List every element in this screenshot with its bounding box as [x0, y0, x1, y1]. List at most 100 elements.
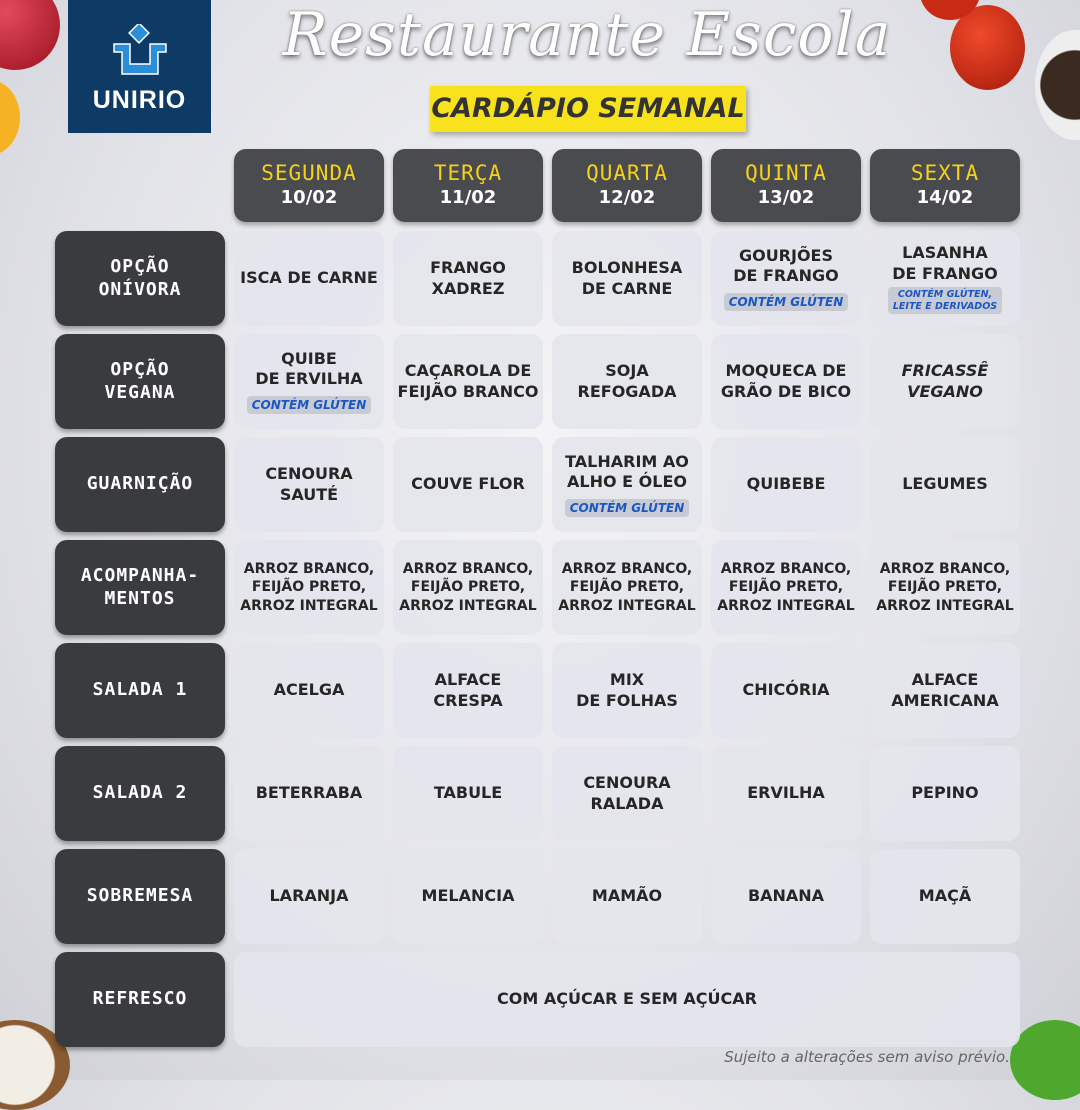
day-header: SEGUNDA 10/02 [234, 149, 384, 222]
day-name: QUARTA [586, 161, 668, 185]
day-header-row: SEGUNDA 10/02 TERÇA 11/02 QUARTA 12/02 QUINTA 1… [234, 149, 1020, 222]
dish-name: LEGUMES [902, 474, 988, 494]
dish-name: BOLONHESA DE CARNE [571, 257, 683, 298]
row-label: ACOMPANHA- MENTOS [55, 540, 225, 635]
menu-cell: ARROZ BRANCO, FEIJÃO PRETO, ARROZ INTEGR… [393, 540, 543, 635]
row-label: REFRESCO [55, 952, 225, 1047]
row-label: OPÇÃO ONÍVORA [55, 231, 225, 326]
dish-name: LARANJA [269, 886, 349, 906]
menu-cell: CENOURA SAUTÉ [234, 437, 384, 532]
row-label: GUARNIÇÃO [55, 437, 225, 532]
menu-cell: ARROZ BRANCO, FEIJÃO PRETO, ARROZ INTEGR… [552, 540, 702, 635]
menu-cell: MAMÃO [552, 849, 702, 944]
dish-name: QUIBE DE ERVILHA [255, 348, 363, 389]
apple-decoration [0, 0, 60, 70]
dish-name: ALFACE CRESPA [433, 669, 503, 710]
menu-cell: FRICASSÊ VEGANO [870, 334, 1020, 429]
menu-cell: COUVE FLOR [393, 437, 543, 532]
dish-name: COUVE FLOR [411, 474, 525, 494]
page-subtitle: CARDÁPIO SEMANAL [430, 86, 746, 132]
day-name: QUINTA [745, 161, 827, 185]
menu-cell: QUIBEBE [711, 437, 861, 532]
dish-name: LASANHA DE FRANGO [892, 242, 998, 283]
menu-cell: BANANA [711, 849, 861, 944]
dish-name: ARROZ BRANCO, FEIJÃO PRETO, ARROZ INTEGR… [558, 561, 696, 614]
menu-cell: QUIBE DE ERVILHA CONTÉM GLÚTEN [234, 334, 384, 429]
menu-cell: MIX DE FOLHAS [552, 643, 702, 738]
menu-cell: ACELGA [234, 643, 384, 738]
menu-cell: ALFACE CRESPA [393, 643, 543, 738]
menu-cell: ARROZ BRANCO, FEIJÃO PRETO, ARROZ INTEGR… [711, 540, 861, 635]
menu-cell: ARROZ BRANCO, FEIJÃO PRETO, ARROZ INTEGR… [234, 540, 384, 635]
dish-name: CHICÓRIA [742, 680, 830, 700]
menu-cell: MAÇÃ [870, 849, 1020, 944]
logo-text: UNIRIO [92, 86, 187, 114]
dish-name: SOJA REFOGADA [577, 360, 677, 401]
page-title: Restaurante Escola [282, 0, 892, 70]
dish-name: MIX DE FOLHAS [576, 669, 678, 710]
menu-cell: MOQUECA DE GRÃO DE BICO [711, 334, 861, 429]
menu-cell: ALFACE AMERICANA [870, 643, 1020, 738]
dish-name: MOQUECA DE GRÃO DE BICO [720, 360, 852, 401]
dish-name: ARROZ BRANCO, FEIJÃO PRETO, ARROZ INTEGR… [399, 561, 537, 614]
dish-name: ARROZ BRANCO, FEIJÃO PRETO, ARROZ INTEGR… [876, 561, 1014, 614]
menu-cell: BOLONHESA DE CARNE [552, 231, 702, 326]
disclaimer: Sujeito a alterações sem aviso prévio. [724, 1048, 1010, 1066]
allergen-note: CONTÉM GLÚTEN [723, 293, 849, 312]
day-header: QUINTA 13/02 [711, 149, 861, 222]
menu-cell: PEPINO [870, 746, 1020, 841]
day-name: SEGUNDA [261, 161, 357, 185]
day-date: 11/02 [439, 187, 497, 208]
menu-cell: LARANJA [234, 849, 384, 944]
tomato-decoration [950, 5, 1025, 90]
dish-name: MELANCIA [421, 886, 515, 906]
dish-name: ARROZ BRANCO, FEIJÃO PRETO, ARROZ INTEGR… [240, 561, 378, 614]
dish-name: ACELGA [273, 680, 345, 700]
row-label: SALADA 2 [55, 746, 225, 841]
dish-name: BANANA [747, 886, 825, 906]
dish-name: TABULE [433, 783, 503, 803]
unirio-emblem-icon [112, 24, 167, 75]
day-date: 10/02 [280, 187, 338, 208]
row-label: OPÇÃO VEGANA [55, 334, 225, 429]
dish-name: QUIBEBE [746, 474, 826, 494]
dish-name: COM AÇÚCAR E SEM AÇÚCAR [497, 989, 757, 1009]
menu-cell: COM AÇÚCAR E SEM AÇÚCAR [234, 952, 1020, 1047]
day-date: 13/02 [757, 187, 815, 208]
orange-decoration [0, 80, 20, 155]
dish-name: FRICASSÊ VEGANO [901, 360, 989, 401]
allergen-note: CONTÉM GLÚTEN [564, 499, 690, 518]
menu-cell: LASANHA DE FRANGO CONTÉM GLÚTEN, LEITE E … [870, 231, 1020, 326]
day-name: SEXTA [910, 161, 980, 185]
dish-name: CENOURA SAUTÉ [265, 463, 353, 504]
menu-cell: CHICÓRIA [711, 643, 861, 738]
menu-cell: TABULE [393, 746, 543, 841]
allergen-note: CONTÉM GLÚTEN [246, 396, 372, 415]
row-label: SOBREMESA [55, 849, 225, 944]
menu-cell: GOURJÕES DE FRANGO CONTÉM GLÚTEN [711, 231, 861, 326]
dish-name: MAMÃO [591, 886, 663, 906]
dish-name: ALFACE AMERICANA [891, 669, 999, 710]
allergen-note: CONTÉM GLÚTEN, LEITE E DERIVADOS [887, 287, 1003, 315]
day-header: SEXTA 14/02 [870, 149, 1020, 222]
dish-name: ISCA DE CARNE [240, 268, 378, 288]
day-name: TERÇA [433, 161, 503, 185]
menu-cell: MELANCIA [393, 849, 543, 944]
menu-cell: TALHARIM AO ALHO E ÓLEO CONTÉM GLÚTEN [552, 437, 702, 532]
day-header: TERÇA 11/02 [393, 149, 543, 222]
menu-cell: SOJA REFOGADA [552, 334, 702, 429]
dish-name: MAÇÃ [918, 886, 972, 906]
menu-table: OPÇÃO ONÍVORA ISCA DE CARNE FRANGO XADREZ B… [55, 231, 1020, 1047]
pepper-bowl-decoration [1035, 30, 1080, 140]
day-date: 12/02 [598, 187, 656, 208]
menu-cell: FRANGO XADREZ [393, 231, 543, 326]
dish-name: CENOURA RALADA [583, 772, 671, 813]
row-label: SALADA 1 [55, 643, 225, 738]
dish-name: PEPINO [911, 783, 979, 803]
menu-cell: ERVILHA [711, 746, 861, 841]
menu-cell: ARROZ BRANCO, FEIJÃO PRETO, ARROZ INTEGR… [870, 540, 1020, 635]
basil-decoration [1010, 1020, 1080, 1100]
menu-cell: LEGUMES [870, 437, 1020, 532]
menu-cell: BETERRABA [234, 746, 384, 841]
menu-cell: ISCA DE CARNE [234, 231, 384, 326]
